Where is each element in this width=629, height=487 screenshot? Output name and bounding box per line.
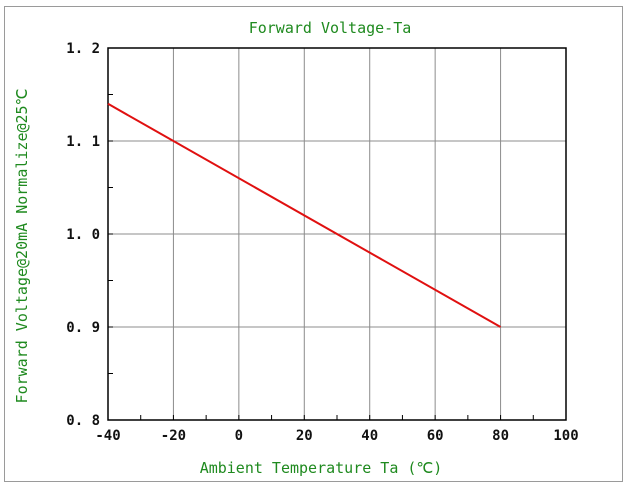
x-tick-label: 100 [553,428,578,444]
series-layer [107,102,502,328]
y-tick-label: 0. 9 [66,320,100,336]
chart-title: Forward Voltage-Ta [249,19,412,37]
x-tick-label: 20 [296,428,313,444]
y-tick-labels: 0. 8 0. 9 1. 0 1. 1 1. 2 [66,41,100,429]
y-axis-label: Forward Voltage@20mA Normalize@25℃ [13,89,31,404]
x-tick-label: -40 [95,428,120,444]
y-tick-label: 1. 1 [66,134,100,150]
chart-frame [4,6,623,482]
x-tick-label: -20 [161,428,186,444]
y-tick-label: 0. 8 [66,413,100,429]
x-tick-label: 0 [235,428,243,444]
y-tick-label: 1. 0 [66,227,100,243]
x-tick-labels: -40 -20 0 20 40 60 80 100 [95,428,578,444]
x-tick-label: 60 [427,428,444,444]
series-line-0 [107,102,502,328]
minor-ticks [107,47,567,421]
x-tick-label: 80 [492,428,509,444]
x-axis-label: Ambient Temperature Ta (℃) [200,459,443,477]
y-tick-label: 1. 2 [66,41,100,57]
grid-lines [108,48,566,420]
x-tick-label: 40 [361,428,378,444]
